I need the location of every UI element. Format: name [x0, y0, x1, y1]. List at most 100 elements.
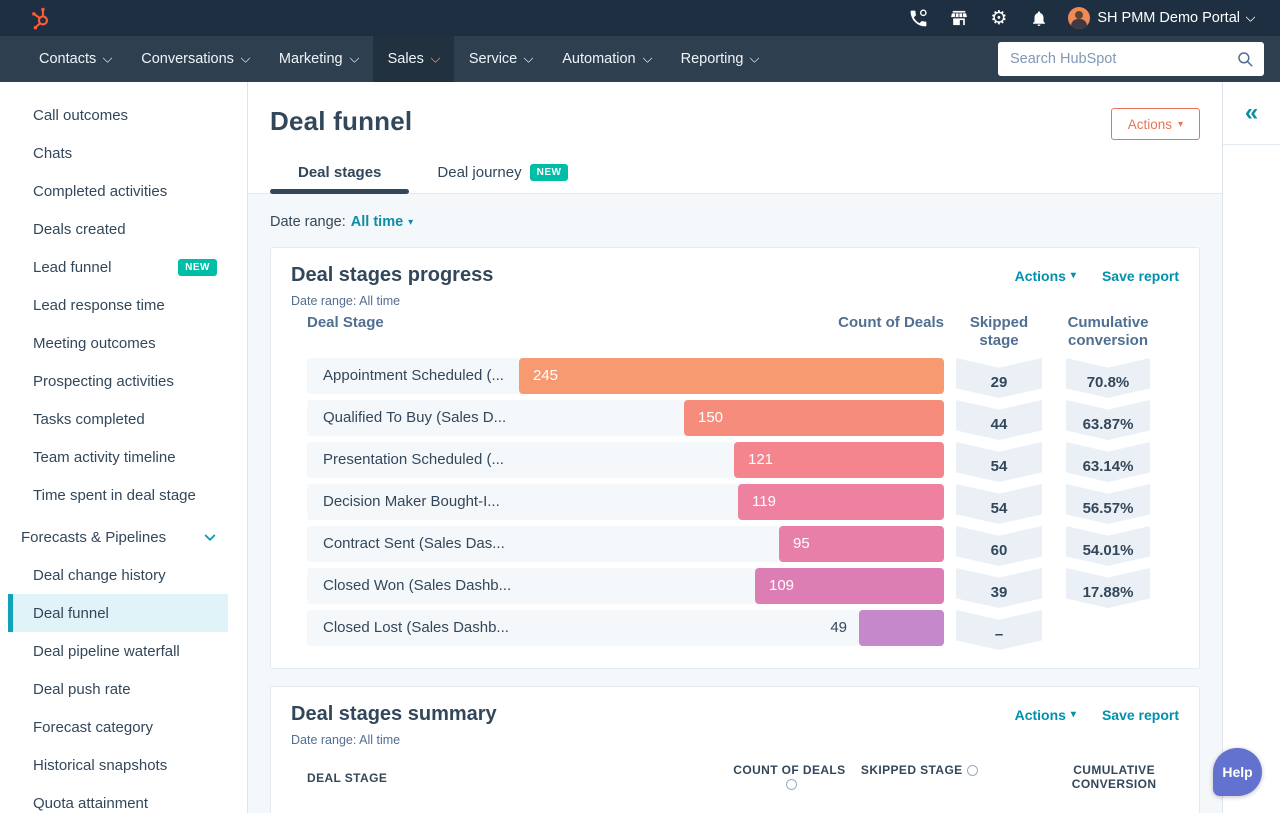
sidebar-item-historical-snapshots[interactable]: Historical snapshots	[8, 746, 228, 784]
sidebar-item-label: Tasks completed	[33, 410, 145, 428]
count-bar[interactable]: 95	[779, 526, 944, 562]
save-report-link[interactable]: Save report	[1101, 706, 1179, 723]
save-report-link[interactable]: Save report	[1101, 267, 1179, 284]
sidebar-item-label: Forecast category	[33, 718, 154, 736]
count-bar[interactable]: 119	[738, 484, 944, 520]
card-actions-link[interactable]: Actions ▾	[1015, 268, 1076, 284]
sidebar-item-deals-created[interactable]: Deals created	[8, 210, 228, 248]
nav-item-reporting[interactable]: Reporting	[666, 36, 774, 82]
col-cumulative-conversion[interactable]: CUMULATIVE CONVERSION	[1071, 763, 1157, 791]
skipped-stage-value: –	[994, 625, 1004, 643]
deal-stage-label: Appointment Scheduled (...	[323, 367, 504, 384]
count-value: 245	[533, 367, 559, 384]
sidebar-item-quota-attainment[interactable]: Quota attainment	[8, 784, 228, 813]
tab-bar: Deal stages Deal journey NEW	[270, 154, 1200, 194]
phone-icon[interactable]	[908, 8, 929, 29]
hubspot-logo[interactable]	[30, 5, 54, 31]
page-content: Date range: All time ▾ Deal stages progr…	[248, 214, 1222, 813]
nav-item-label: Service	[468, 51, 518, 67]
nav-item-sales[interactable]: Sales	[372, 36, 454, 82]
skipped-stage-ribbon: 39	[956, 568, 1042, 608]
sidebar-item-label: Time spent in deal stage	[33, 486, 196, 504]
sidebar-item-deal-change-history[interactable]: Deal change history	[8, 556, 228, 594]
card-actions-link[interactable]: Actions ▾	[1015, 707, 1076, 723]
tab-label: Deal stages	[298, 164, 382, 181]
new-badge: NEW	[178, 258, 217, 276]
skipped-stage-ribbon: 44	[956, 400, 1042, 440]
skipped-stage-ribbon: 54	[956, 484, 1042, 524]
actions-label: Actions	[1014, 706, 1066, 723]
sidebar-item-label: Historical snapshots	[33, 756, 168, 774]
nav-list: Contacts Conversations Marketing Sales Servi…	[24, 36, 773, 82]
sidebar-item-deal-pipeline-waterfall[interactable]: Deal pipeline waterfall	[8, 632, 228, 670]
sort-icon	[785, 779, 797, 790]
date-range-filter[interactable]: Date range: All time ▾	[270, 214, 1200, 230]
cumulative-conversion-ribbon: 56.57%	[1066, 484, 1150, 524]
deal-stage-label: Closed Won (Sales Dashb...	[323, 577, 512, 594]
count-bar[interactable]: 121	[734, 442, 944, 478]
nav-item-automation[interactable]: Automation	[547, 36, 665, 82]
sidebar-item-forecasts-pipelines[interactable]: Forecasts & Pipelines	[8, 518, 228, 556]
deal-stage-label: Qualified To Buy (Sales D...	[323, 409, 507, 426]
sidebar-item-deal-push-rate[interactable]: Deal push rate	[8, 670, 228, 708]
page-actions-button[interactable]: Actions ▾	[1110, 108, 1200, 140]
sidebar-item-lead-response-time[interactable]: Lead response time	[8, 286, 228, 324]
deal-stage-label: Presentation Scheduled (...	[323, 451, 504, 468]
skipped-stage-value: 44	[990, 415, 1008, 433]
sidebar-item-label: Meeting outcomes	[33, 334, 156, 352]
sidebar-item-label: Prospecting activities	[33, 372, 174, 390]
settings-icon[interactable]: ⚙	[990, 6, 1008, 29]
count-bar[interactable]: 150	[684, 400, 944, 436]
cumulative-conversion-value: 54.01%	[1082, 541, 1134, 559]
card-date-range: Date range: All time	[291, 294, 401, 308]
count-value: 150	[698, 409, 724, 426]
sidebar-item-deal-funnel[interactable]: Deal funnel	[8, 594, 228, 632]
marketplace-icon[interactable]	[948, 8, 969, 29]
funnel-row-contract-sent-sales-das: Contract Sent (Sales Das... 95	[307, 526, 944, 562]
col-count-of-deals[interactable]: COUNT OF DEALS	[729, 763, 849, 791]
account-menu[interactable]: SH PMM Demo Portal	[1068, 7, 1256, 29]
count-bar[interactable]: 109	[755, 568, 944, 604]
funnel-row-qualified-to-buy-sales-d: Qualified To Buy (Sales D... 150	[307, 400, 944, 436]
topbar-actions: ⚙ SH PMM Demo Portal	[908, 6, 1256, 29]
nav-item-contacts[interactable]: Contacts	[24, 36, 126, 82]
skipped-stage-value: 54	[990, 499, 1008, 517]
sidebar-item-call-outcomes[interactable]: Call outcomes	[8, 96, 228, 134]
sidebar-item-prospecting-activities[interactable]: Prospecting activities	[8, 362, 228, 400]
sidebar-item-meeting-outcomes[interactable]: Meeting outcomes	[8, 324, 228, 362]
sidebar-item-time-spent-in-deal-stage[interactable]: Time spent in deal stage	[8, 476, 228, 514]
page-header: Deal funnel Actions ▾ Deal stages Deal j…	[248, 82, 1222, 194]
card-date-range: Date range: All time	[291, 733, 401, 747]
deal-stage-label: Decision Maker Bought-I...	[323, 493, 500, 510]
count-bar[interactable]: 245	[519, 358, 944, 394]
col-skipped-stage[interactable]: SKIPPED STAGE	[849, 763, 989, 777]
sidebar-item-completed-activities[interactable]: Completed activities	[8, 172, 228, 210]
date-range-label: Date range:	[270, 214, 346, 230]
funnel-column-headers: Deal Stage Count of Deals Skipped stage …	[291, 314, 1179, 350]
nav-item-marketing[interactable]: Marketing	[264, 36, 373, 82]
chevron-down-icon	[430, 52, 441, 63]
cumulative-conversion-column: 70.8% 63.87% 63.14% 56.57% 54.01% 17.88%	[1066, 358, 1150, 652]
tab-deal-journey[interactable]: Deal journey NEW	[409, 154, 596, 193]
help-button[interactable]: Help	[1213, 748, 1262, 796]
sidebar-item-label: Deal pipeline waterfall	[33, 642, 180, 660]
count-value: 49	[830, 619, 847, 636]
notifications-icon[interactable]	[1028, 8, 1049, 29]
sidebar-item-chats[interactable]: Chats	[8, 134, 228, 172]
sidebar-item-forecast-category[interactable]: Forecast category	[8, 708, 228, 746]
chevron-down-icon: ▾	[408, 216, 414, 228]
sidebar-item-team-activity-timeline[interactable]: Team activity timeline	[8, 438, 228, 476]
search-icon[interactable]	[1236, 50, 1254, 68]
tab-deal-stages[interactable]: Deal stages	[270, 154, 410, 194]
search-input[interactable]	[998, 42, 1264, 76]
sidebar-item-lead-funnel[interactable]: Lead funnel NEW	[8, 248, 228, 286]
cumulative-conversion-value: 17.88%	[1082, 583, 1134, 601]
count-bar[interactable]	[859, 610, 944, 646]
collapse-panel-icon[interactable]: «	[1244, 99, 1259, 126]
chevron-down-icon	[102, 52, 113, 63]
sidebar-item-tasks-completed[interactable]: Tasks completed	[8, 400, 228, 438]
col-deal-stage[interactable]: DEAL STAGE	[307, 771, 388, 785]
nav-item-conversations[interactable]: Conversations	[126, 36, 264, 82]
deal-stages-summary-card: Deal stages summary Actions ▾ Save repor…	[270, 686, 1200, 813]
nav-item-service[interactable]: Service	[454, 36, 547, 82]
